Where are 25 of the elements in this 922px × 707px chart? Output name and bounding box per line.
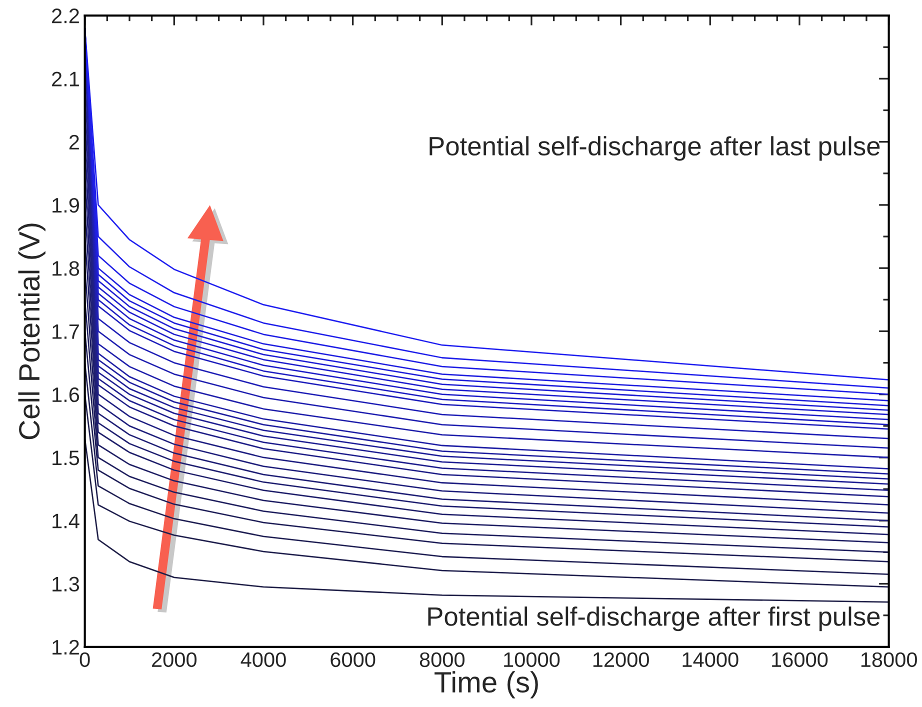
x-tick-label: 8000 [420, 652, 465, 668]
annotation: Potential self-discharge after first pulse [428, 606, 880, 632]
y-axis-title: Cell Potential (V) [18, 224, 46, 440]
x-tick-label: 14000 [682, 652, 738, 668]
y-tick-label: 2 [69, 134, 79, 150]
x-axis-title: Time (s) [434, 671, 538, 698]
y-tick-label: 1.4 [52, 514, 80, 528]
x-tick-label: 18000 [861, 652, 917, 668]
y-tick-label: 1.7 [52, 324, 79, 339]
y-tick-label: 1.8 [52, 261, 80, 276]
x-tick-label: 10000 [504, 652, 560, 668]
x-tick-label: 4000 [240, 652, 286, 668]
x-tick-label: 2000 [152, 652, 197, 668]
y-tick-label: 1.9 [52, 198, 79, 213]
annotation: Potential self-discharge after last pulse [430, 136, 880, 161]
x-tick-label: 6000 [330, 652, 376, 668]
y-tick-label: 1.6 [52, 387, 80, 402]
y-tick-label: 2.1 [52, 72, 79, 86]
y-tick-label: 2.2 [52, 8, 79, 24]
x-tick-label: 16000 [772, 652, 828, 668]
x-tick-label: 12000 [593, 652, 649, 668]
y-tick-label: 1.3 [52, 576, 80, 592]
y-tick-label: 1.5 [52, 450, 80, 466]
y-tick-label: 1.2 [52, 640, 79, 654]
x-tick-label: 0 [80, 652, 90, 668]
